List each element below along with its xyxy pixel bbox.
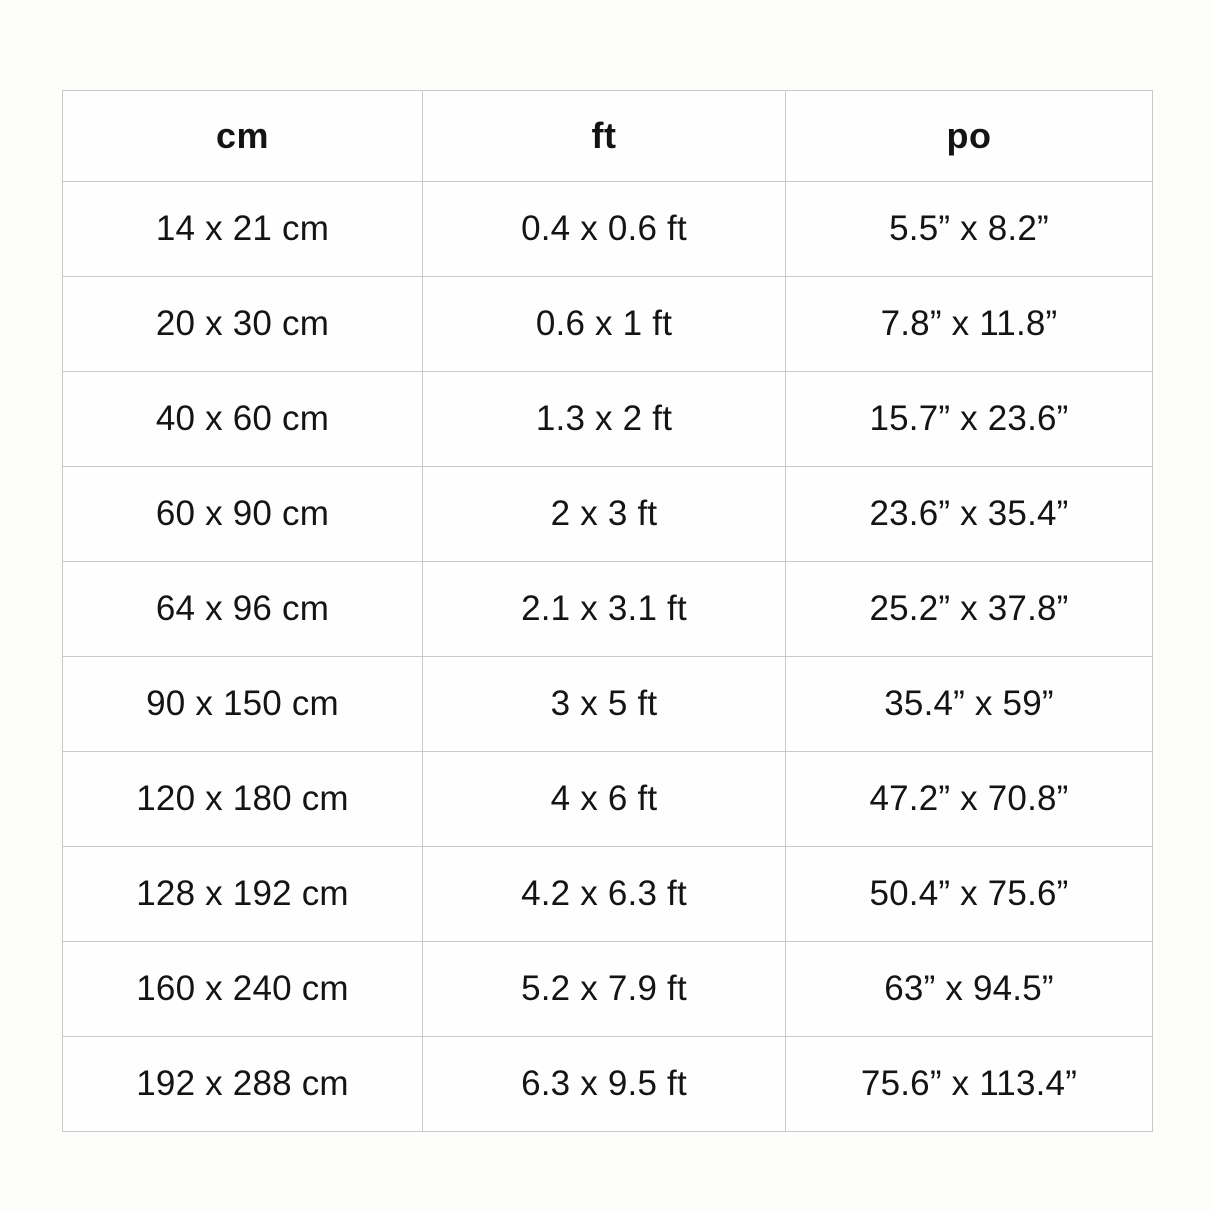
cell-po: 47.2” x 70.8” (785, 751, 1153, 847)
column-header-ft-label: ft (591, 115, 617, 156)
column-header-cm: cm (62, 90, 423, 182)
cell-ft-value: 4 x 6 ft (550, 779, 658, 818)
cell-ft: 3 x 5 ft (422, 656, 786, 752)
cell-ft-value: 2.1 x 3.1 ft (521, 589, 687, 628)
cell-po-value: 35.4” x 59” (884, 684, 1054, 723)
cell-cm: 64 x 96 cm (62, 561, 423, 657)
cell-cm: 120 x 180 cm (62, 751, 423, 847)
cell-ft: 4 x 6 ft (422, 751, 786, 847)
table-row: 160 x 240 cm 5.2 x 7.9 ft 63” x 94.5” (62, 941, 1153, 1037)
cell-po: 35.4” x 59” (785, 656, 1153, 752)
cell-po: 7.8” x 11.8” (785, 276, 1153, 372)
cell-po-value: 47.2” x 70.8” (869, 779, 1069, 818)
cell-po: 23.6” x 35.4” (785, 466, 1153, 562)
table-row: 40 x 60 cm 1.3 x 2 ft 15.7” x 23.6” (62, 371, 1153, 467)
cell-po-value: 23.6” x 35.4” (869, 494, 1069, 533)
cell-po: 5.5” x 8.2” (785, 181, 1153, 277)
cell-ft: 1.3 x 2 ft (422, 371, 786, 467)
cell-cm: 20 x 30 cm (62, 276, 423, 372)
column-header-po: po (785, 90, 1153, 182)
cell-cm-value: 128 x 192 cm (136, 874, 349, 913)
cell-ft: 0.6 x 1 ft (422, 276, 786, 372)
table-row: 14 x 21 cm 0.4 x 0.6 ft 5.5” x 8.2” (62, 181, 1153, 277)
cell-po: 15.7” x 23.6” (785, 371, 1153, 467)
cell-po-value: 25.2” x 37.8” (869, 589, 1069, 628)
cell-cm-value: 40 x 60 cm (155, 399, 330, 438)
cell-ft: 5.2 x 7.9 ft (422, 941, 786, 1037)
cell-ft-value: 1.3 x 2 ft (535, 399, 673, 438)
table-row: 120 x 180 cm 4 x 6 ft 47.2” x 70.8” (62, 751, 1153, 847)
cell-ft: 0.4 x 0.6 ft (422, 181, 786, 277)
cell-ft-value: 6.3 x 9.5 ft (521, 1064, 687, 1103)
cell-cm-value: 20 x 30 cm (155, 304, 330, 343)
table-row: 90 x 150 cm 3 x 5 ft 35.4” x 59” (62, 656, 1153, 752)
table-row: 60 x 90 cm 2 x 3 ft 23.6” x 35.4” (62, 466, 1153, 562)
print-size-conversion-table: cm ft po 14 x 21 cm 0.4 x 0.6 ft 5.5” x … (62, 90, 1153, 1132)
column-header-ft: ft (422, 90, 786, 182)
table-row: 64 x 96 cm 2.1 x 3.1 ft 25.2” x 37.8” (62, 561, 1153, 657)
cell-ft: 6.3 x 9.5 ft (422, 1036, 786, 1132)
cell-po-value: 5.5” x 8.2” (889, 209, 1049, 248)
cell-ft-value: 3 x 5 ft (550, 684, 658, 723)
cell-po-value: 75.6” x 113.4” (860, 1064, 1078, 1103)
cell-cm-value: 160 x 240 cm (136, 969, 349, 1008)
conversion-table-container: cm ft po 14 x 21 cm 0.4 x 0.6 ft 5.5” x … (62, 90, 1153, 1132)
cell-po: 63” x 94.5” (785, 941, 1153, 1037)
cell-ft: 2 x 3 ft (422, 466, 786, 562)
column-header-po-label: po (946, 115, 992, 156)
cell-ft-value: 0.6 x 1 ft (535, 304, 673, 343)
cell-ft-value: 0.4 x 0.6 ft (521, 209, 687, 248)
cell-ft-value: 4.2 x 6.3 ft (521, 874, 687, 913)
cell-cm-value: 120 x 180 cm (136, 779, 349, 818)
cell-ft: 2.1 x 3.1 ft (422, 561, 786, 657)
cell-cm: 128 x 192 cm (62, 846, 423, 942)
table-body: 14 x 21 cm 0.4 x 0.6 ft 5.5” x 8.2” 20 x… (62, 181, 1153, 1132)
cell-po-value: 63” x 94.5” (884, 969, 1054, 1008)
cell-cm: 160 x 240 cm (62, 941, 423, 1037)
cell-cm-value: 192 x 288 cm (136, 1064, 349, 1103)
cell-po-value: 15.7” x 23.6” (869, 399, 1069, 438)
cell-po-value: 50.4” x 75.6” (869, 874, 1069, 913)
cell-ft: 4.2 x 6.3 ft (422, 846, 786, 942)
table-row: 128 x 192 cm 4.2 x 6.3 ft 50.4” x 75.6” (62, 846, 1153, 942)
cell-cm: 40 x 60 cm (62, 371, 423, 467)
table-header: cm ft po (62, 90, 1153, 182)
cell-po-value: 7.8” x 11.8” (880, 304, 1058, 343)
cell-ft-value: 2 x 3 ft (550, 494, 658, 533)
cell-cm-value: 14 x 21 cm (155, 209, 330, 248)
cell-cm-value: 60 x 90 cm (155, 494, 330, 533)
cell-po: 50.4” x 75.6” (785, 846, 1153, 942)
table-row: 192 x 288 cm 6.3 x 9.5 ft 75.6” x 113.4” (62, 1036, 1153, 1132)
column-header-cm-label: cm (215, 115, 270, 156)
table-header-row: cm ft po (62, 90, 1153, 182)
cell-cm: 14 x 21 cm (62, 181, 423, 277)
cell-cm: 90 x 150 cm (62, 656, 423, 752)
cell-cm-value: 90 x 150 cm (146, 684, 339, 723)
table-row: 20 x 30 cm 0.6 x 1 ft 7.8” x 11.8” (62, 276, 1153, 372)
cell-cm-value: 64 x 96 cm (155, 589, 330, 628)
cell-ft-value: 5.2 x 7.9 ft (521, 969, 687, 1008)
cell-po: 25.2” x 37.8” (785, 561, 1153, 657)
cell-cm: 60 x 90 cm (62, 466, 423, 562)
cell-cm: 192 x 288 cm (62, 1036, 423, 1132)
cell-po: 75.6” x 113.4” (785, 1036, 1153, 1132)
